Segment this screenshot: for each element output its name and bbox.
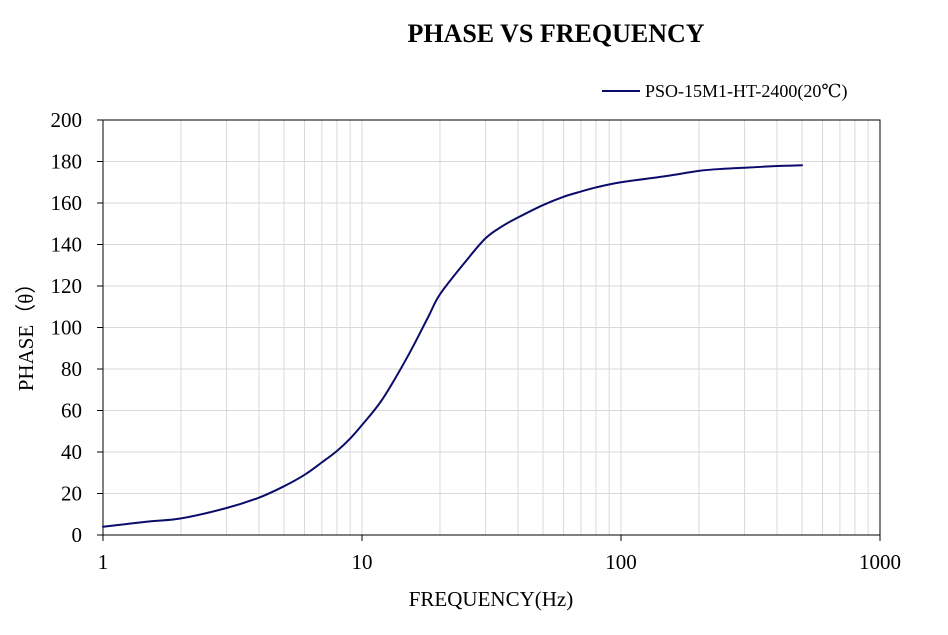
series-line [102, 164, 804, 528]
legend: PSO-15M1-HT-2400(20℃) [602, 81, 847, 102]
y-tick-label: 40 [61, 440, 82, 464]
x-tick-label: 10 [352, 550, 373, 574]
y-tick-label: 80 [61, 357, 82, 381]
y-axis-ticks: 0 20 40 60 80 100 120 140 160 180 200 [51, 108, 103, 547]
y-tick-label: 180 [51, 150, 83, 174]
x-tick-label: 100 [605, 550, 637, 574]
x-axis-label: FREQUENCY(Hz) [409, 587, 573, 611]
y-tick-label: 140 [51, 233, 83, 257]
y-tick-label: 200 [51, 108, 83, 132]
y-tick-label: 0 [72, 523, 83, 547]
y-tick-label: 160 [51, 191, 83, 215]
grid-lines [103, 120, 880, 535]
y-tick-label: 20 [61, 482, 82, 506]
y-tick-label: 100 [51, 316, 83, 340]
x-tick-label: 1000 [859, 550, 901, 574]
y-axis-label: PHASE（θ） [14, 273, 38, 392]
y-tick-label: 60 [61, 399, 82, 423]
chart-title: PHASE VS FREQUENCY [407, 19, 704, 48]
y-tick-label: 120 [51, 274, 83, 298]
x-tick-label: 1 [98, 550, 109, 574]
legend-label: PSO-15M1-HT-2400(20℃) [645, 81, 847, 102]
x-axis-ticks: 1 10 100 1000 [98, 535, 901, 574]
